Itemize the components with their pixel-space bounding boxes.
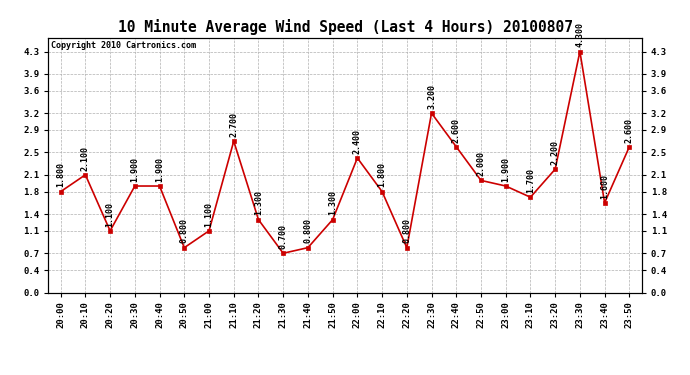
Text: 0.700: 0.700 xyxy=(279,224,288,249)
Text: 2.700: 2.700 xyxy=(229,112,238,137)
Text: 2.400: 2.400 xyxy=(353,129,362,154)
Text: 2.200: 2.200 xyxy=(551,140,560,165)
Text: 0.800: 0.800 xyxy=(402,219,411,243)
Text: 1.300: 1.300 xyxy=(328,190,337,216)
Text: 1.900: 1.900 xyxy=(155,157,164,182)
Text: 1.800: 1.800 xyxy=(56,162,65,188)
Text: 1.900: 1.900 xyxy=(501,157,510,182)
Text: 2.000: 2.000 xyxy=(477,151,486,176)
Text: 1.800: 1.800 xyxy=(377,162,386,188)
Text: 2.600: 2.600 xyxy=(452,118,461,142)
Text: 2.100: 2.100 xyxy=(81,146,90,171)
Text: 4.300: 4.300 xyxy=(575,22,584,47)
Text: 1.700: 1.700 xyxy=(526,168,535,193)
Text: 0.800: 0.800 xyxy=(180,219,189,243)
Text: 1.600: 1.600 xyxy=(600,174,609,199)
Text: Copyright 2010 Cartronics.com: Copyright 2010 Cartronics.com xyxy=(51,41,196,50)
Text: 1.900: 1.900 xyxy=(130,157,139,182)
Text: 0.800: 0.800 xyxy=(304,219,313,243)
Text: 1.300: 1.300 xyxy=(254,190,263,216)
Title: 10 Minute Average Wind Speed (Last 4 Hours) 20100807: 10 Minute Average Wind Speed (Last 4 Hou… xyxy=(117,19,573,35)
Text: 2.600: 2.600 xyxy=(625,118,634,142)
Text: 1.100: 1.100 xyxy=(106,202,115,226)
Text: 1.100: 1.100 xyxy=(204,202,213,226)
Text: 3.200: 3.200 xyxy=(427,84,436,109)
